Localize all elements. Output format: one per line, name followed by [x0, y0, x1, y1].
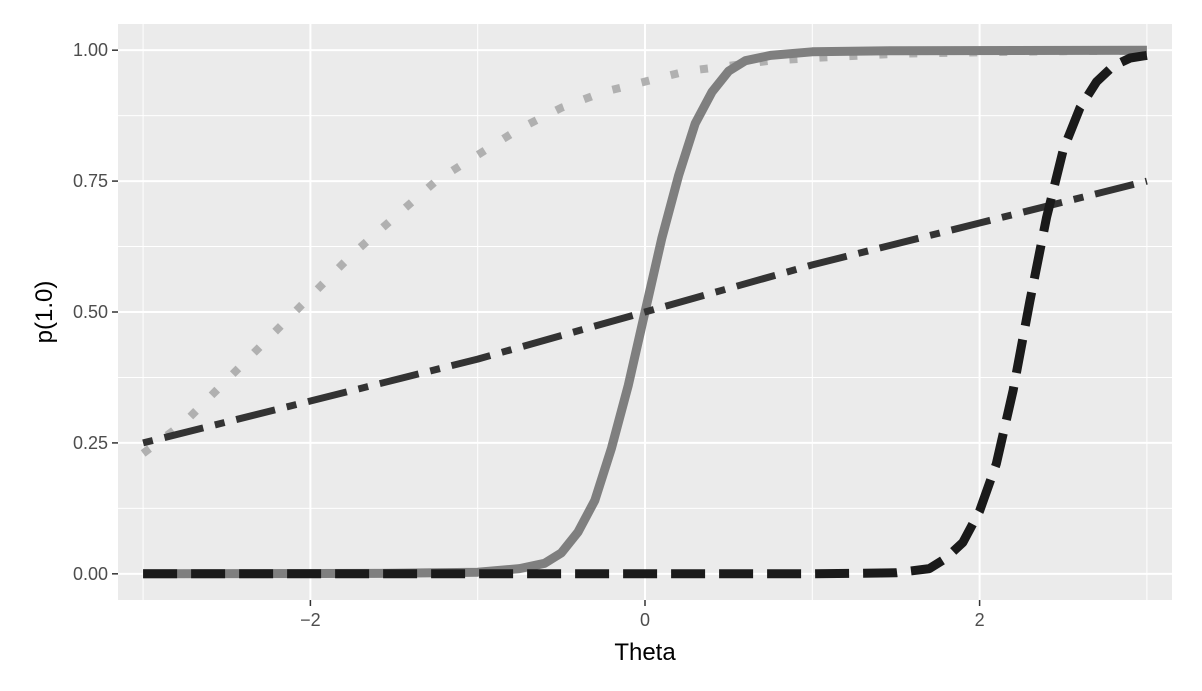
- x-tick-label: −2: [300, 610, 321, 630]
- series-line-dotted: [140, 46, 1147, 457]
- y-axis: 0.00 0.25 0.50 0.75 1.00: [73, 40, 118, 584]
- y-tick-label: 0.50: [73, 302, 108, 322]
- x-axis: −2 0 2: [300, 600, 985, 630]
- x-tick-label: 0: [640, 610, 650, 630]
- y-tick-label: 0.75: [73, 171, 108, 191]
- series-line-dotdash: [142, 177, 1148, 447]
- y-tick-label: 0.25: [73, 433, 108, 453]
- series-layer: [140, 45, 1148, 579]
- y-tick-label: 0.00: [73, 564, 108, 584]
- x-axis-title: Theta: [614, 639, 676, 666]
- y-tick-label: 1.00: [73, 40, 108, 60]
- series-line-longdash: [143, 50, 1148, 579]
- x-tick-label: 2: [975, 610, 985, 630]
- y-axis-title: p(1.0): [31, 281, 58, 344]
